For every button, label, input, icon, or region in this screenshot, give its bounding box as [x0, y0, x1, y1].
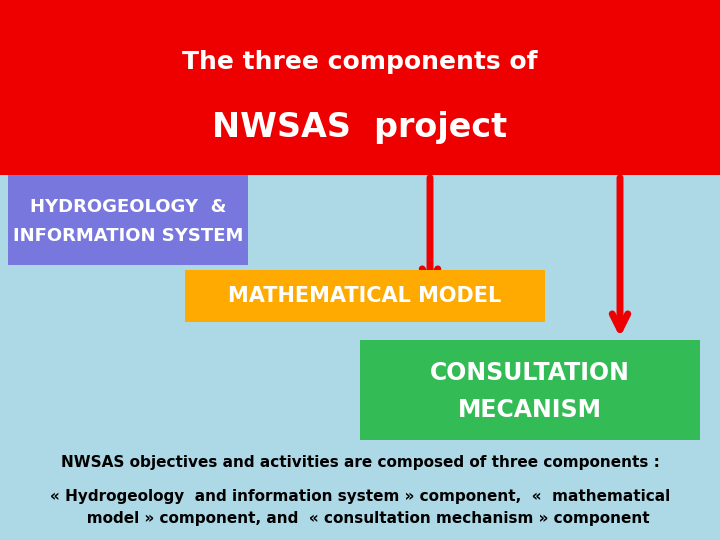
Text: NWSAS objectives and activities are composed of three components :: NWSAS objectives and activities are comp…: [60, 455, 660, 469]
Text: « Hydrogeology  and information system » component,  «  mathematical: « Hydrogeology and information system » …: [50, 489, 670, 503]
FancyBboxPatch shape: [8, 175, 248, 265]
Text: NWSAS  project: NWSAS project: [212, 111, 508, 145]
FancyBboxPatch shape: [185, 270, 545, 322]
Text: INFORMATION SYSTEM: INFORMATION SYSTEM: [13, 227, 243, 245]
Text: The three components of: The three components of: [182, 50, 538, 74]
FancyBboxPatch shape: [360, 340, 700, 440]
Text: HYDROGEOLOGY  &: HYDROGEOLOGY &: [30, 198, 226, 215]
Text: MECANISM: MECANISM: [458, 398, 602, 422]
Text: MATHEMATICAL MODEL: MATHEMATICAL MODEL: [228, 286, 502, 306]
Text: model » component, and  « consultation mechanism » component: model » component, and « consultation me…: [71, 510, 649, 525]
Polygon shape: [0, 0, 720, 205]
Text: CONSULTATION: CONSULTATION: [430, 361, 630, 385]
